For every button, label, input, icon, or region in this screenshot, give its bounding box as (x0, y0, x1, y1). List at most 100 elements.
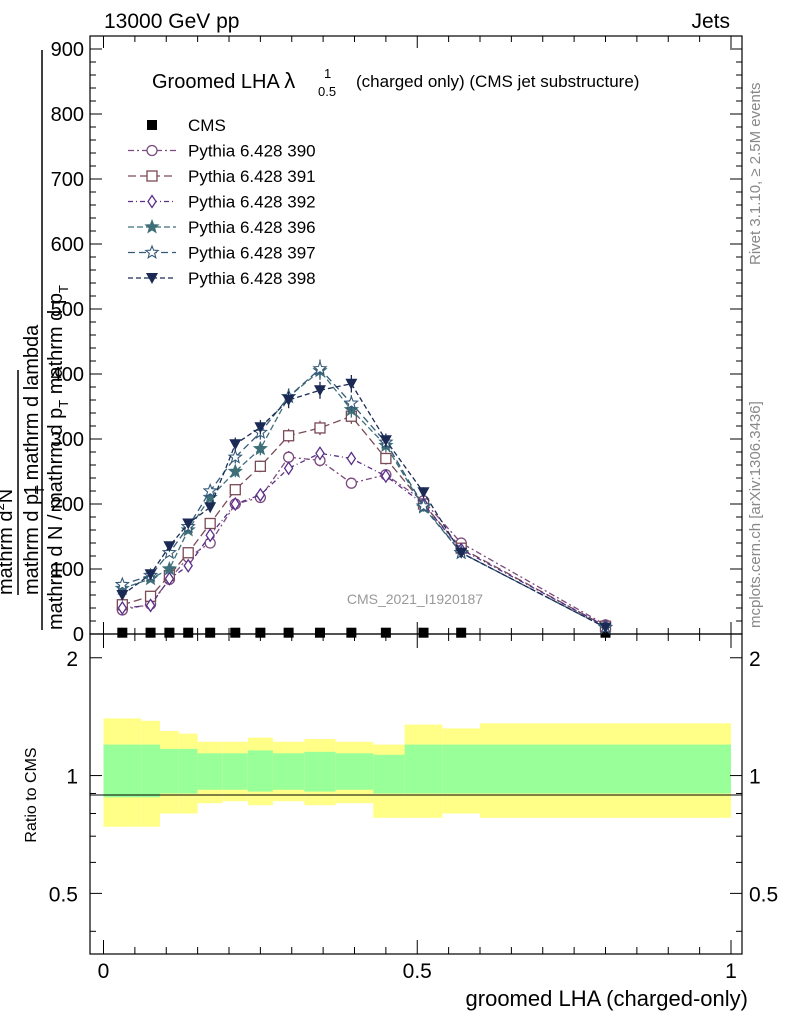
data-point (380, 452, 392, 465)
x-tick-label: 1 (725, 960, 737, 983)
data-point (415, 497, 432, 513)
data-point (202, 482, 218, 498)
data-point (282, 430, 295, 442)
ratio-y-tick-label: 1 (66, 766, 78, 789)
title-subscript: 0.5 (318, 84, 336, 99)
data-point (418, 627, 429, 638)
y-tick-label: 300 (51, 429, 84, 451)
ratio-inner-band-bin (247, 750, 273, 792)
legend-label: Pythia 6.428 398 (188, 269, 316, 288)
data-point (314, 627, 325, 638)
data-point (379, 435, 392, 447)
data-point (346, 451, 357, 466)
main-y-label-top: mathrm d2N mathrm d pT mathrm d lambda (0, 324, 47, 595)
data-point (599, 622, 612, 634)
ratio-inner-band-bin (222, 753, 248, 790)
data-point (205, 528, 215, 543)
y-tick-label: 0 (73, 624, 84, 646)
legend-label: Pythia 6.428 397 (188, 244, 316, 263)
data-point (345, 378, 358, 390)
data-point (282, 395, 295, 406)
ratio-plot-frame (89, 633, 743, 955)
data-point (283, 627, 294, 638)
y-label-numerator: 1 (21, 484, 43, 495)
data-point (343, 395, 359, 410)
data-point (283, 461, 294, 476)
analysis-watermark: CMS_2021_I1920187 (347, 591, 483, 607)
x-tick-label: 0 (98, 960, 110, 983)
data-point (117, 627, 128, 638)
legend-label: Pythia 6.428 390 (188, 142, 316, 161)
data-point (161, 560, 178, 576)
ratio-inner-band-bin (442, 744, 480, 794)
y-tick-label: 700 (51, 169, 84, 191)
ratio-inner-band-bin (404, 744, 443, 794)
ratio-axes: 0.5 0.5 1 1 2 2 0 0.5 1 (49, 634, 778, 983)
legend-marker (146, 273, 158, 284)
ratio-inner-band-bin (197, 753, 223, 790)
ratio-inner-band-bin (373, 754, 405, 794)
data-point (163, 541, 176, 553)
y-tick-label: 100 (51, 559, 84, 581)
main-y-label: 1 mathrm d N / mathrm d pT mathrm d pT (21, 50, 71, 630)
x-axis-label: groomed LHA (charged-only) (466, 986, 748, 1011)
ratio-y-tick-label-right: 1 (749, 766, 761, 789)
data-point (255, 487, 266, 503)
data-point (229, 439, 242, 451)
series-line (122, 369, 606, 629)
series-line (122, 367, 606, 629)
legend-entry: CMS (147, 116, 226, 135)
y-tick-label: 600 (51, 234, 84, 256)
series-cms (117, 627, 611, 638)
data-point (313, 385, 326, 397)
data-point (117, 600, 128, 616)
ratio-inner-band-bin (178, 748, 198, 794)
data-point (227, 463, 243, 478)
data-point (282, 451, 295, 463)
y-tick-label: 500 (51, 299, 84, 321)
legend-label: CMS (188, 116, 226, 135)
legend-marker (147, 194, 157, 209)
data-point (254, 460, 267, 472)
mcplots-credit-label: mcplots.cern.ch [arXiv:1306.3436] (747, 401, 764, 628)
data-point (183, 558, 193, 573)
ratio-inner-band-bin (141, 744, 160, 798)
ratio-inner-band-bin (103, 744, 142, 798)
ratio-inner-band-bin (304, 751, 336, 792)
y-tick-label: 400 (51, 364, 84, 386)
y-tick-label: 200 (51, 494, 84, 516)
plot-title: Groomed LHA λ (152, 68, 295, 93)
data-point (145, 627, 156, 638)
y-tick-label: 900 (51, 39, 84, 61)
legend-entry: Pythia 6.428 398 (128, 269, 316, 288)
title-superscript: 1 (324, 66, 331, 81)
legend-marker (144, 244, 160, 259)
legend-marker (144, 218, 160, 234)
main-y-axis: 0 100 200 300 400 500 600 700 800 900 (51, 36, 742, 646)
data-point (182, 518, 195, 530)
data-point (255, 627, 266, 638)
legend-entry: Pythia 6.428 397 (128, 244, 316, 263)
ratio-inner-band-bin (159, 748, 179, 794)
data-point (227, 449, 243, 464)
svg-text:mathrm d pT mathrm d lambda: mathrm d pT mathrm d lambda (21, 324, 47, 595)
data-point (145, 598, 156, 613)
data-point (116, 590, 129, 601)
legend-marker (147, 120, 157, 130)
legend-entry: Pythia 6.428 392 (128, 193, 316, 212)
data-point (345, 477, 358, 489)
data-point (312, 360, 328, 376)
data-point (417, 487, 430, 499)
legend: CMS Pythia 6.428 390 Pythia 6.428 391 Pythi… (128, 116, 316, 288)
data-point (183, 627, 194, 638)
data-point (456, 627, 467, 638)
series-layer (114, 359, 614, 638)
data-point (164, 627, 175, 638)
data-point (314, 422, 326, 434)
legend-entry: Pythia 6.428 391 (128, 167, 316, 186)
data-point (315, 446, 325, 461)
data-point (381, 468, 391, 484)
data-point (380, 627, 391, 638)
data-point (254, 422, 267, 434)
